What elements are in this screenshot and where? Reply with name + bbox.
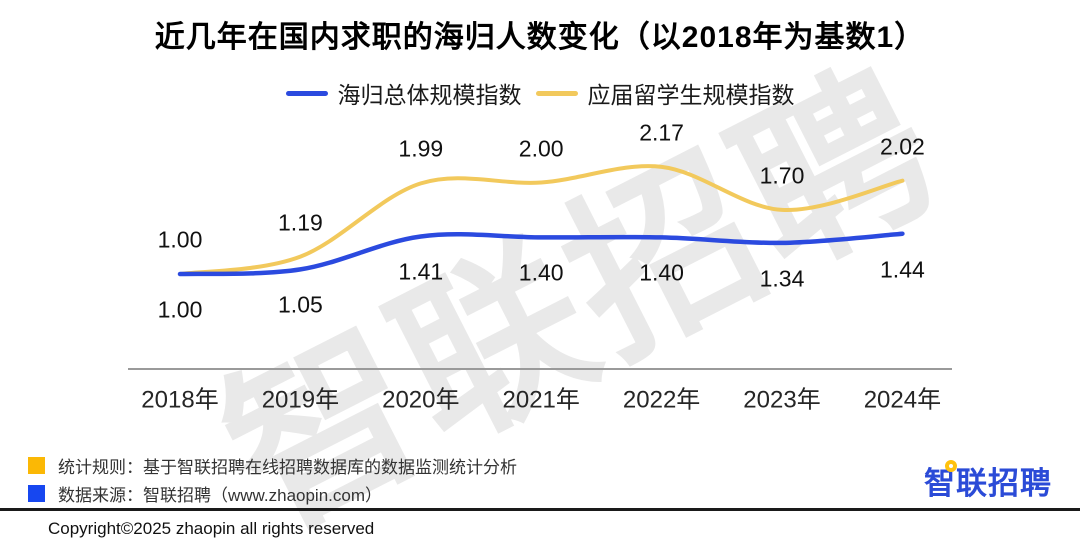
zhaopin-logo: 智联招聘 [924,458,1052,503]
series-line-yellow [178,164,905,276]
copyright-text: Copyright©2025 zhaopin all rights reserv… [48,519,375,538]
footer-note-source-text: 数据来源：智联招聘（www.zhaopin.com） [58,486,383,505]
data-label-yellow: 2.02 [880,133,925,160]
x-axis-label: 2018年 [141,386,219,414]
data-label-yellow: 2.17 [639,119,684,146]
zhaopin-logo-text: 智联招聘 [924,466,1052,501]
footer-note-rule-text: 统计规则：基于智联招聘在线招聘数据库的数据监测统计分析 [58,458,517,477]
footer-note-source: 数据来源：智联招聘（www.zhaopin.com） [28,481,382,506]
data-label-yellow: 1.00 [157,226,203,253]
legend-blue-dash-icon [285,90,328,96]
bottom-divider [0,508,1080,511]
data-label-blue: 1.40 [639,259,684,286]
legend-yellow-dash-icon [535,90,578,96]
data-label-yellow: 2.00 [518,135,564,161]
legend-item-blue: 海归总体规模指数 [285,76,522,110]
yellow-square-icon [28,457,45,474]
x-axis-label: 2023年 [743,386,821,414]
chart-title: 近几年在国内求职的海归人数变化（以2018年为基数1） [154,21,926,54]
footer-note-rule: 统计规则：基于智联招聘在线招聘数据库的数据监测统计分析 [28,453,517,478]
legend-item-yellow: 应届留学生规模指数 [535,76,795,110]
x-axis-label: 2022年 [622,386,701,414]
zhaopin-logo-dot-icon [945,460,957,472]
line-chart [128,164,952,370]
blue-square-icon [28,485,45,502]
data-label-blue: 1.34 [759,265,805,292]
legend-yellow-label: 应届留学生规模指数 [587,82,795,108]
x-axis-label: 2024年 [863,386,942,414]
series-line-blue [177,231,905,277]
x-axis-label: 2019年 [261,386,340,414]
data-label-blue: 1.41 [398,258,444,285]
data-label-yellow: 1.99 [398,135,444,162]
data-label-yellow: 1.19 [278,209,323,236]
chart-legend: 海归总体规模指数 应届留学生规模指数 [0,76,1080,110]
data-label-blue: 1.00 [157,296,203,323]
x-axis-label: 2020年 [382,386,460,414]
data-label-yellow: 1.70 [759,162,805,189]
x-axis-label: 2021年 [502,386,580,414]
data-label-blue: 1.05 [278,291,323,318]
data-label-blue: 1.44 [880,256,925,283]
legend-blue-label: 海归总体规模指数 [337,82,522,108]
data-label-blue: 1.40 [518,259,564,286]
